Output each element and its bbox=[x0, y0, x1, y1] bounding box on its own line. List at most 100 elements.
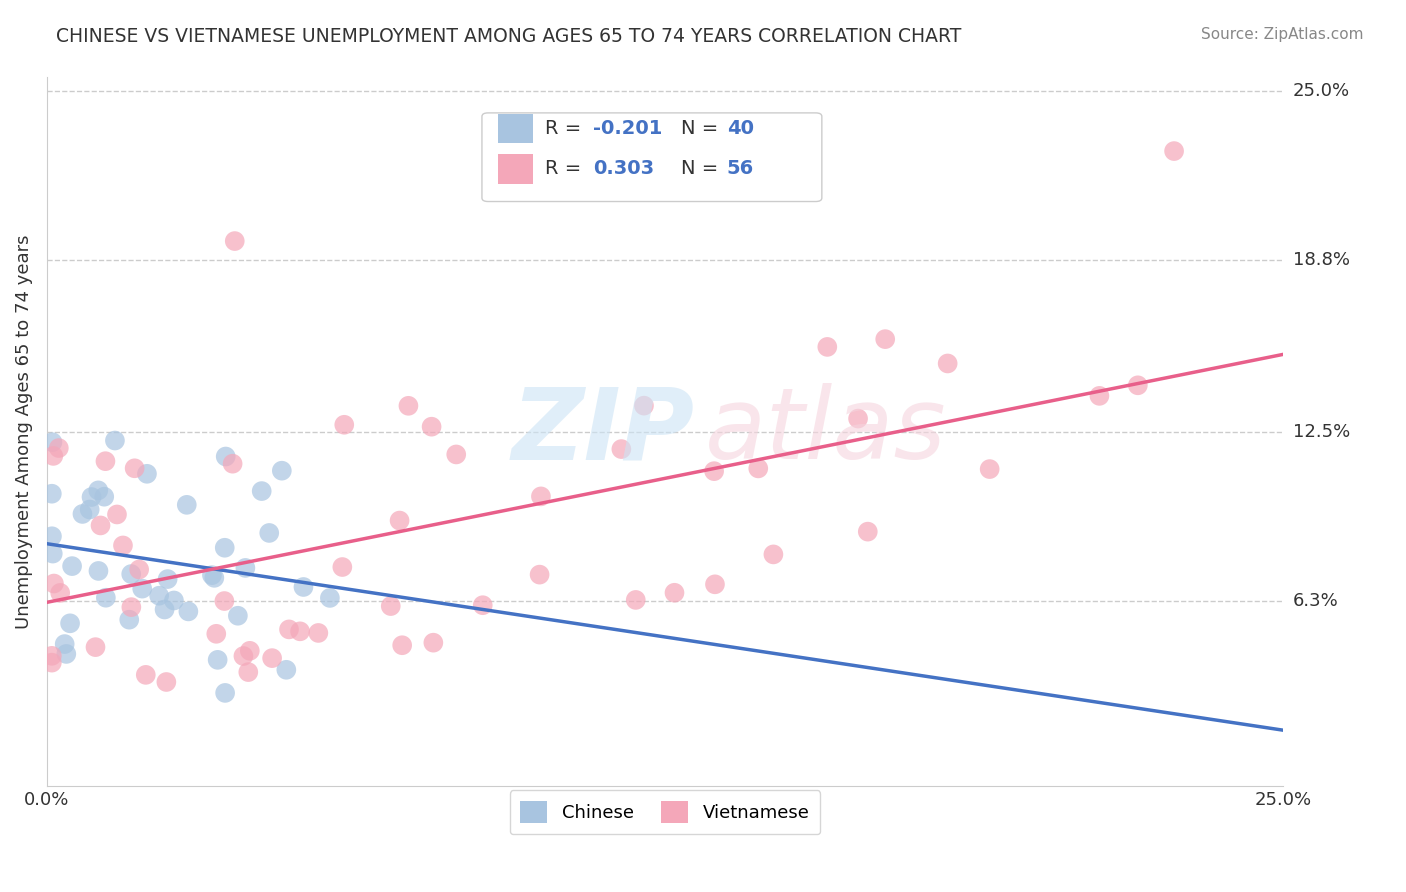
Point bbox=[214, 594, 236, 608]
Point bbox=[633, 399, 655, 413]
Point bbox=[226, 608, 249, 623]
Point bbox=[87, 564, 110, 578]
Text: R =: R = bbox=[546, 119, 588, 138]
Point bbox=[202, 571, 225, 585]
Point bbox=[124, 461, 146, 475]
Point bbox=[41, 656, 63, 670]
FancyBboxPatch shape bbox=[498, 154, 533, 184]
Y-axis label: Unemployment Among Ages 65 to 74 years: Unemployment Among Ages 65 to 74 years bbox=[15, 235, 32, 629]
Point bbox=[380, 599, 402, 613]
Point bbox=[72, 507, 94, 521]
Text: N =: N = bbox=[681, 160, 724, 178]
Point bbox=[747, 461, 769, 475]
Text: 0.303: 0.303 bbox=[593, 160, 654, 178]
Text: 18.8%: 18.8% bbox=[1292, 252, 1350, 269]
Point bbox=[94, 454, 117, 468]
Point bbox=[59, 616, 82, 631]
Point bbox=[664, 586, 686, 600]
Point bbox=[704, 577, 727, 591]
Point bbox=[391, 638, 413, 652]
Point bbox=[270, 464, 292, 478]
Point bbox=[177, 604, 200, 618]
Point bbox=[307, 626, 329, 640]
Point bbox=[41, 486, 63, 500]
FancyBboxPatch shape bbox=[482, 113, 823, 202]
Point bbox=[262, 651, 284, 665]
Point bbox=[319, 591, 342, 605]
Point bbox=[41, 529, 63, 543]
Point bbox=[936, 356, 959, 370]
Point bbox=[232, 648, 254, 663]
Point bbox=[89, 518, 111, 533]
Point bbox=[53, 637, 76, 651]
FancyBboxPatch shape bbox=[498, 113, 533, 144]
Point bbox=[176, 498, 198, 512]
Point bbox=[49, 586, 72, 600]
Point bbox=[420, 419, 443, 434]
Point bbox=[856, 524, 879, 539]
Point bbox=[330, 560, 353, 574]
Text: atlas: atlas bbox=[704, 384, 946, 481]
Point bbox=[153, 602, 176, 616]
Point bbox=[104, 434, 127, 448]
Point bbox=[224, 234, 246, 248]
Point bbox=[221, 457, 243, 471]
Point bbox=[292, 580, 315, 594]
Point bbox=[610, 442, 633, 456]
Text: 25.0%: 25.0% bbox=[1292, 82, 1350, 100]
Point bbox=[288, 624, 311, 639]
Text: 12.5%: 12.5% bbox=[1292, 423, 1350, 441]
Point bbox=[250, 484, 273, 499]
Point bbox=[128, 562, 150, 576]
Point bbox=[333, 417, 356, 432]
Point bbox=[201, 568, 224, 582]
Point bbox=[444, 447, 467, 461]
Point bbox=[155, 675, 177, 690]
Point bbox=[530, 489, 553, 503]
Point bbox=[136, 467, 159, 481]
Point bbox=[94, 591, 117, 605]
Text: R =: R = bbox=[546, 160, 588, 178]
Point bbox=[276, 663, 298, 677]
Point bbox=[205, 627, 228, 641]
Point bbox=[148, 589, 170, 603]
Legend: Chinese, Vietnamese: Chinese, Vietnamese bbox=[509, 790, 820, 834]
Point bbox=[875, 332, 897, 346]
Point bbox=[42, 547, 65, 561]
Point bbox=[239, 644, 262, 658]
Text: ZIP: ZIP bbox=[512, 384, 695, 481]
Point bbox=[41, 435, 63, 450]
Point bbox=[55, 647, 77, 661]
Point bbox=[235, 561, 257, 575]
Point bbox=[135, 668, 157, 682]
Text: Source: ZipAtlas.com: Source: ZipAtlas.com bbox=[1201, 27, 1364, 42]
Point bbox=[120, 600, 142, 615]
Point bbox=[1126, 378, 1149, 392]
Point bbox=[846, 411, 869, 425]
Point bbox=[87, 483, 110, 498]
Point bbox=[131, 582, 153, 596]
Point bbox=[257, 525, 280, 540]
Text: 6.3%: 6.3% bbox=[1292, 592, 1339, 610]
Point bbox=[79, 502, 101, 516]
Point bbox=[471, 598, 494, 612]
Text: -0.201: -0.201 bbox=[593, 119, 662, 138]
Point bbox=[207, 653, 229, 667]
Text: 40: 40 bbox=[727, 119, 754, 138]
Point bbox=[215, 450, 238, 464]
Point bbox=[1163, 144, 1185, 158]
Point bbox=[105, 508, 128, 522]
Text: CHINESE VS VIETNAMESE UNEMPLOYMENT AMONG AGES 65 TO 74 YEARS CORRELATION CHART: CHINESE VS VIETNAMESE UNEMPLOYMENT AMONG… bbox=[56, 27, 962, 45]
Point bbox=[214, 541, 236, 555]
Point bbox=[214, 686, 236, 700]
Point bbox=[60, 559, 83, 574]
Point bbox=[624, 593, 647, 607]
Point bbox=[238, 665, 260, 679]
Point bbox=[118, 613, 141, 627]
Point bbox=[979, 462, 1001, 476]
Point bbox=[762, 548, 785, 562]
Point bbox=[120, 567, 142, 582]
Point bbox=[84, 640, 107, 654]
Point bbox=[388, 514, 411, 528]
Point bbox=[422, 635, 444, 649]
